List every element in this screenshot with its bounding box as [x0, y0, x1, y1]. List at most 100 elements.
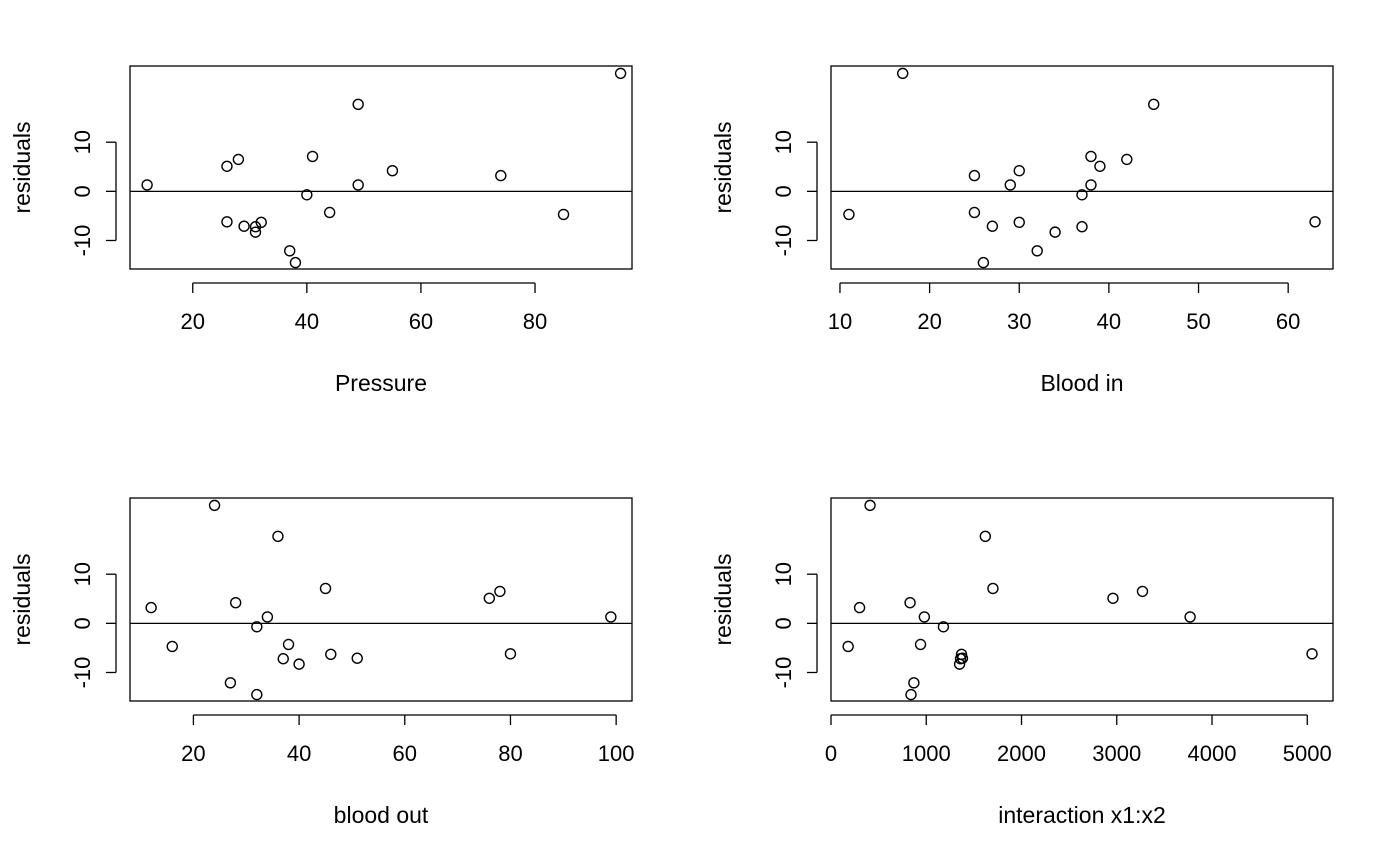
y-axis-title: residuals: [9, 553, 35, 645]
data-point: [1184, 611, 1196, 623]
data-point: [284, 245, 296, 257]
data-point: [293, 658, 305, 670]
data-point: [301, 189, 313, 201]
y-tick-label: -10: [70, 657, 95, 689]
data-point: [282, 638, 295, 651]
panel-1: 20 40 60 80 -10 0 10 Pressure residuals: [9, 65, 633, 396]
data-point: [224, 677, 237, 689]
y-tick-label: -10: [771, 225, 796, 257]
x-tick-label: 60: [393, 741, 417, 766]
y-tick-label: 0: [771, 185, 796, 197]
data-point: [323, 206, 336, 219]
panel-3: 20 40 60 80 100 -10 0 10 blood out residuals: [9, 497, 635, 828]
data-point: [1094, 160, 1106, 172]
x-tick-label: 10: [828, 309, 852, 334]
x-tick-label: 3000: [1092, 741, 1141, 766]
x-tick-label: 30: [1007, 309, 1031, 334]
plot-frame: [129, 497, 633, 702]
y-tick-label: 10: [70, 562, 95, 586]
data-point: [166, 640, 178, 653]
data-point: [605, 611, 617, 623]
x-tick-label: 60: [1276, 309, 1300, 334]
x-tick-label: 80: [523, 309, 547, 334]
data-point: [557, 208, 570, 221]
data-point: [1031, 245, 1043, 257]
x-tick-label: 20: [917, 309, 941, 334]
data-point: [232, 153, 245, 166]
data-point: [843, 208, 855, 221]
y-tick-label: 0: [771, 617, 796, 629]
y-tick-label: -10: [771, 657, 796, 689]
x-tick-label: 20: [181, 741, 205, 766]
data-point: [386, 164, 399, 177]
data-point: [1076, 221, 1088, 233]
data-point: [1085, 179, 1097, 191]
data-point: [221, 216, 233, 228]
data-point: [208, 499, 221, 512]
x-tick-label: 4000: [1188, 741, 1237, 766]
y-tick-label: 0: [70, 185, 95, 197]
data-point: [272, 530, 284, 543]
data-point: [483, 592, 496, 604]
x-tick-label: 60: [409, 309, 433, 334]
data-point: [908, 677, 920, 689]
data-point: [221, 160, 233, 172]
data-point: [905, 688, 917, 701]
x-tick-label: 2000: [997, 741, 1046, 766]
data-point: [968, 169, 981, 182]
y-axis-title: residuals: [9, 121, 35, 213]
data-point: [1306, 648, 1318, 660]
data-point: [277, 653, 289, 665]
y-axis-title: residuals: [710, 121, 736, 213]
data-point: [614, 67, 627, 80]
x-tick-label: 50: [1186, 309, 1210, 334]
y-tick-label: 10: [771, 562, 796, 586]
data-point: [289, 256, 302, 269]
data-point: [352, 179, 364, 191]
plot-frame: [830, 497, 1334, 702]
data-point: [352, 98, 364, 111]
data-point: [918, 611, 931, 623]
data-point: [1121, 153, 1133, 166]
data-point: [904, 596, 916, 609]
data-point: [1085, 150, 1097, 163]
data-point: [1013, 216, 1025, 229]
y-tick-label: 10: [70, 130, 95, 154]
data-point: [238, 220, 250, 232]
data-point: [306, 150, 319, 163]
data-point: [1076, 189, 1088, 201]
data-point: [325, 648, 337, 661]
data-point: [1309, 216, 1321, 228]
data-point: [937, 621, 950, 633]
data-point: [249, 226, 262, 238]
plot-frame: [830, 65, 1334, 270]
data-point: [914, 638, 927, 651]
x-tick-label: 40: [1097, 309, 1121, 334]
x-axis-title: Blood in: [1040, 370, 1123, 396]
x-tick-label: 1000: [902, 741, 951, 766]
x-axis-title: Pressure: [335, 370, 427, 396]
data-point: [319, 582, 332, 595]
data-point: [864, 499, 876, 512]
data-point: [1013, 164, 1025, 177]
x-axis-title: blood out: [334, 802, 429, 828]
x-tick-label: 0: [825, 741, 837, 766]
x-tick-label: 40: [287, 741, 311, 766]
data-point: [842, 640, 854, 653]
data-point: [977, 256, 990, 269]
data-point: [504, 648, 517, 660]
data-point: [979, 530, 992, 543]
x-tick-label: 80: [498, 741, 522, 766]
data-point: [956, 652, 969, 664]
y-tick-label: 10: [771, 130, 796, 154]
panel-4: 0 1000 2000 3000 4000 5000 -10 0 10 interaction x…: [710, 497, 1334, 828]
panel-2: 10 20 30 40 50 60 -10 0 10 Blood in residuals: [710, 65, 1334, 396]
data-point: [251, 688, 263, 701]
data-point: [1049, 226, 1061, 238]
x-axis-title: interaction x1:x2: [998, 802, 1165, 828]
data-point: [1136, 585, 1149, 598]
data-point: [1148, 98, 1160, 111]
data-point: [1107, 592, 1119, 604]
data-point: [495, 169, 507, 182]
